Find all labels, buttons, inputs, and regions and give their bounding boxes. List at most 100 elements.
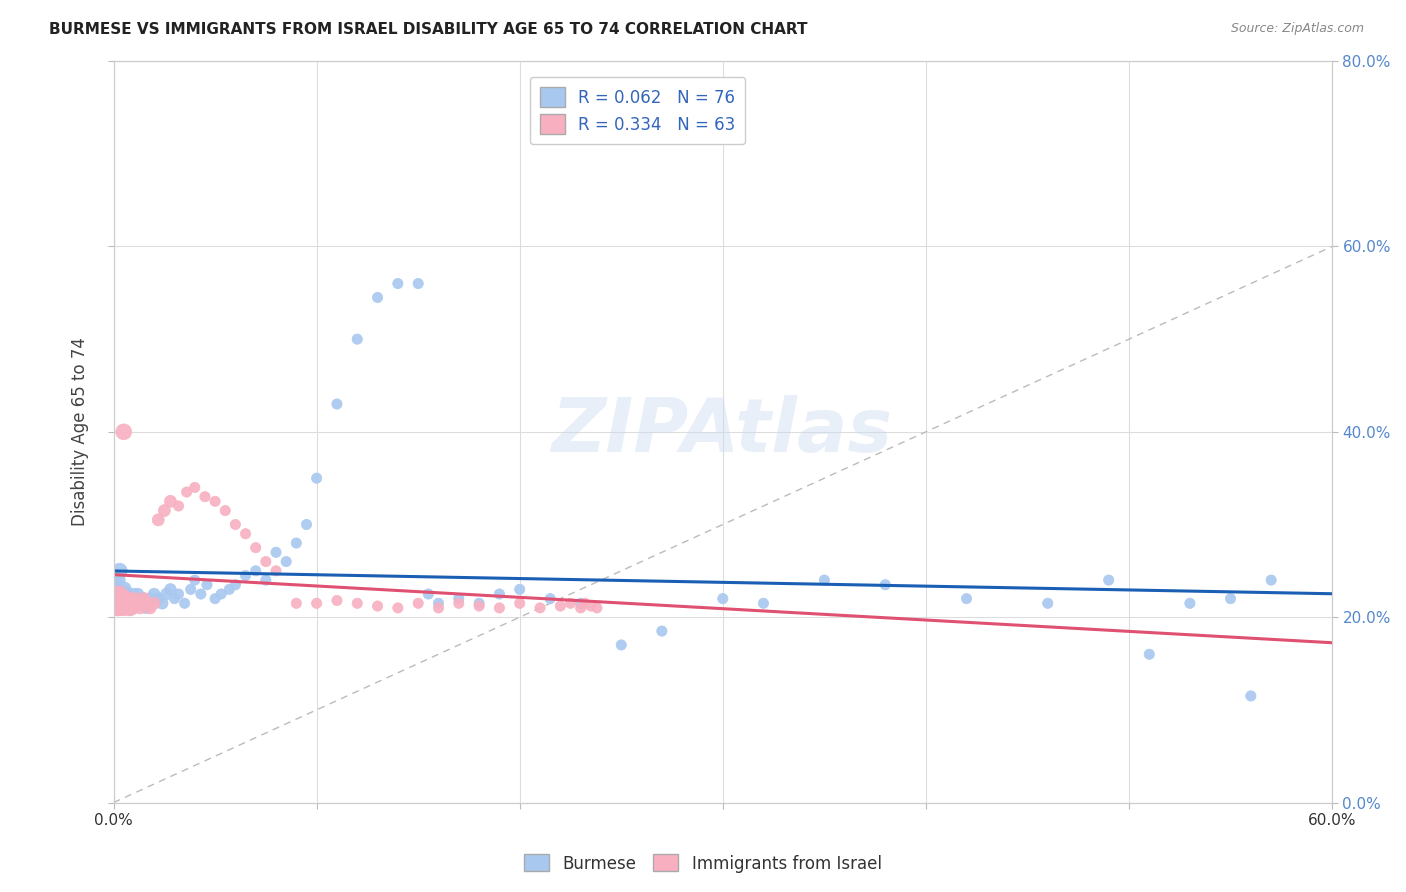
Point — [136, 599, 159, 613]
Point — [1219, 591, 1241, 606]
Point — [651, 624, 673, 638]
Point — [111, 596, 134, 610]
Point — [117, 599, 139, 613]
Point — [129, 601, 152, 615]
Point — [121, 596, 143, 610]
Point — [254, 555, 277, 569]
Point — [127, 596, 149, 610]
Point — [111, 596, 134, 610]
Point — [224, 578, 246, 592]
Point — [509, 596, 531, 610]
Point — [235, 568, 257, 582]
Point — [245, 564, 267, 578]
Point — [153, 503, 176, 517]
Point — [468, 596, 491, 610]
Point — [104, 587, 127, 601]
Point — [711, 591, 734, 606]
Point — [295, 517, 318, 532]
Point — [184, 573, 207, 587]
Point — [406, 277, 429, 291]
Point — [117, 596, 139, 610]
Point — [132, 591, 155, 606]
Point — [122, 596, 145, 610]
Point — [285, 536, 308, 550]
Text: Source: ZipAtlas.com: Source: ZipAtlas.com — [1230, 22, 1364, 36]
Point — [114, 587, 136, 601]
Point — [752, 596, 775, 610]
Point — [488, 587, 510, 601]
Point — [194, 490, 217, 504]
Point — [1137, 647, 1160, 661]
Point — [135, 596, 157, 610]
Point — [610, 638, 633, 652]
Point — [346, 332, 368, 346]
Point — [586, 601, 609, 615]
Point — [509, 582, 531, 597]
Point — [107, 591, 129, 606]
Point — [136, 596, 159, 610]
Point — [167, 499, 190, 513]
Point — [204, 591, 226, 606]
Point — [427, 596, 450, 610]
Point — [167, 587, 190, 601]
Point — [108, 591, 131, 606]
Point — [195, 578, 218, 592]
Point — [125, 599, 148, 613]
Point — [1036, 596, 1059, 610]
Point — [1178, 596, 1201, 610]
Point — [569, 596, 592, 610]
Point — [104, 596, 127, 610]
Point — [560, 596, 582, 610]
Point — [224, 517, 246, 532]
Point — [127, 587, 149, 601]
Point — [427, 601, 450, 615]
Point — [125, 591, 148, 606]
Point — [131, 596, 153, 610]
Point — [1240, 689, 1263, 703]
Point — [139, 591, 162, 606]
Point — [406, 596, 429, 610]
Point — [955, 591, 977, 606]
Point — [305, 596, 328, 610]
Point — [121, 591, 143, 606]
Point — [254, 573, 277, 587]
Point — [276, 555, 298, 569]
Point — [326, 397, 349, 411]
Point — [190, 587, 212, 601]
Point — [155, 587, 177, 601]
Point — [285, 596, 308, 610]
Point — [114, 593, 136, 607]
Point — [111, 591, 134, 606]
Point — [569, 601, 592, 615]
Point — [114, 591, 136, 606]
Point — [387, 601, 409, 615]
Point — [139, 601, 162, 615]
Point — [488, 601, 510, 615]
Legend: Burmese, Immigrants from Israel: Burmese, Immigrants from Israel — [517, 847, 889, 880]
Point — [346, 596, 368, 610]
Point — [114, 596, 136, 610]
Point — [111, 587, 134, 601]
Point — [129, 593, 152, 607]
Point — [150, 596, 173, 610]
Point — [550, 599, 572, 613]
Point — [112, 601, 135, 615]
Point — [108, 564, 131, 578]
Point — [1260, 573, 1282, 587]
Point — [112, 425, 135, 439]
Point — [122, 601, 145, 615]
Point — [143, 596, 166, 610]
Point — [107, 601, 129, 615]
Point — [104, 578, 127, 592]
Point — [184, 480, 207, 494]
Point — [209, 587, 232, 601]
Point — [305, 471, 328, 485]
Point — [574, 596, 596, 610]
Point — [131, 596, 153, 610]
Point — [118, 593, 141, 607]
Point — [245, 541, 267, 555]
Point — [367, 599, 389, 613]
Point — [218, 582, 240, 597]
Legend: R = 0.062   N = 76, R = 0.334   N = 63: R = 0.062 N = 76, R = 0.334 N = 63 — [530, 77, 745, 145]
Point — [143, 587, 166, 601]
